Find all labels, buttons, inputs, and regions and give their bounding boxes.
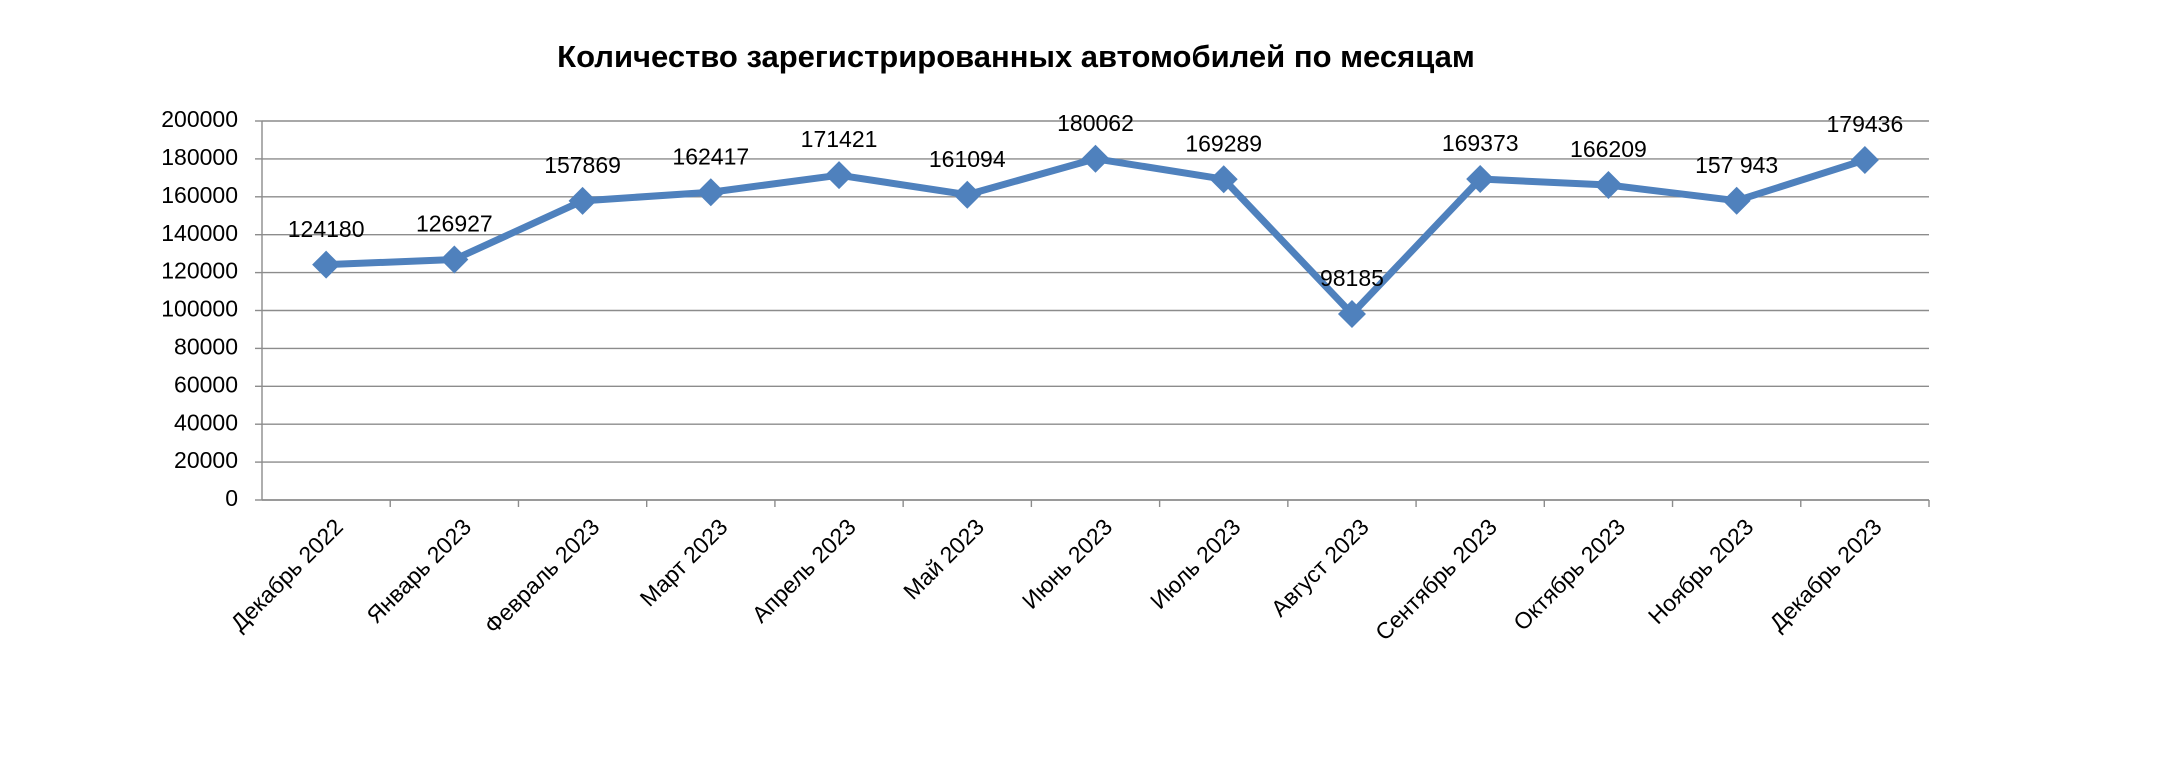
y-tick-label: 180000 [161, 144, 238, 170]
x-tick-label: Июнь 2023 [1017, 513, 1117, 613]
y-tick-label: 140000 [161, 220, 238, 246]
marker [1594, 171, 1623, 200]
data-label: 98185 [1320, 265, 1384, 291]
data-label: 169289 [1185, 130, 1262, 156]
data-label: 171421 [801, 126, 878, 152]
y-tick-label: 160000 [161, 182, 238, 208]
marker [1337, 299, 1366, 328]
x-tick-label: Сентябрь 2023 [1370, 513, 1502, 645]
x-tick-label: Декабрь 2023 [1764, 513, 1886, 635]
y-tick-label: 60000 [174, 371, 238, 397]
marker [440, 245, 469, 274]
data-label: 126927 [416, 211, 493, 237]
x-tick-label: Октябрь 2023 [1508, 513, 1630, 635]
marker [825, 161, 854, 190]
x-tick-label: Март 2023 [635, 513, 733, 611]
data-label: 157869 [544, 152, 621, 178]
marker [1209, 165, 1238, 194]
marker [953, 180, 982, 209]
x-tick-label: Январь 2023 [361, 513, 476, 628]
marker [696, 178, 725, 207]
marker [1081, 144, 1110, 173]
y-tick-label: 80000 [174, 333, 238, 359]
data-label: 180062 [1057, 110, 1134, 136]
y-tick-label: 200000 [161, 106, 238, 132]
y-tick-label: 100000 [161, 296, 238, 322]
x-tick-label: Июль 2023 [1145, 513, 1246, 614]
marker [1850, 145, 1879, 174]
y-tick-label: 40000 [174, 409, 238, 435]
x-tick-label: Август 2023 [1266, 513, 1374, 621]
series-line [325, 155, 1866, 318]
y-tick-label: 0 [225, 485, 238, 511]
x-tick-label: Апрель 2023 [747, 513, 861, 627]
x-tick-label: Май 2023 [898, 513, 989, 604]
x-tick-label: Декабрь 2022 [225, 513, 347, 635]
data-label: 166209 [1570, 136, 1647, 162]
x-tick-label: Февраль 2023 [479, 513, 604, 638]
marker [1466, 165, 1495, 194]
data-label: 162417 [672, 143, 749, 169]
data-label: 124180 [288, 216, 365, 242]
data-label: 157 943 [1695, 152, 1778, 178]
chart-title: Количество зарегистрированных автомобиле… [557, 39, 1475, 74]
data-label: 179436 [1827, 111, 1904, 137]
y-tick-label: 20000 [174, 447, 238, 473]
data-label: 161094 [929, 146, 1006, 172]
x-tick-label: Ноябрь 2023 [1643, 513, 1759, 629]
marker [312, 250, 341, 279]
y-tick-label: 120000 [161, 258, 238, 284]
data-label: 169373 [1442, 130, 1519, 156]
marker [1722, 186, 1751, 215]
marker [568, 186, 597, 215]
